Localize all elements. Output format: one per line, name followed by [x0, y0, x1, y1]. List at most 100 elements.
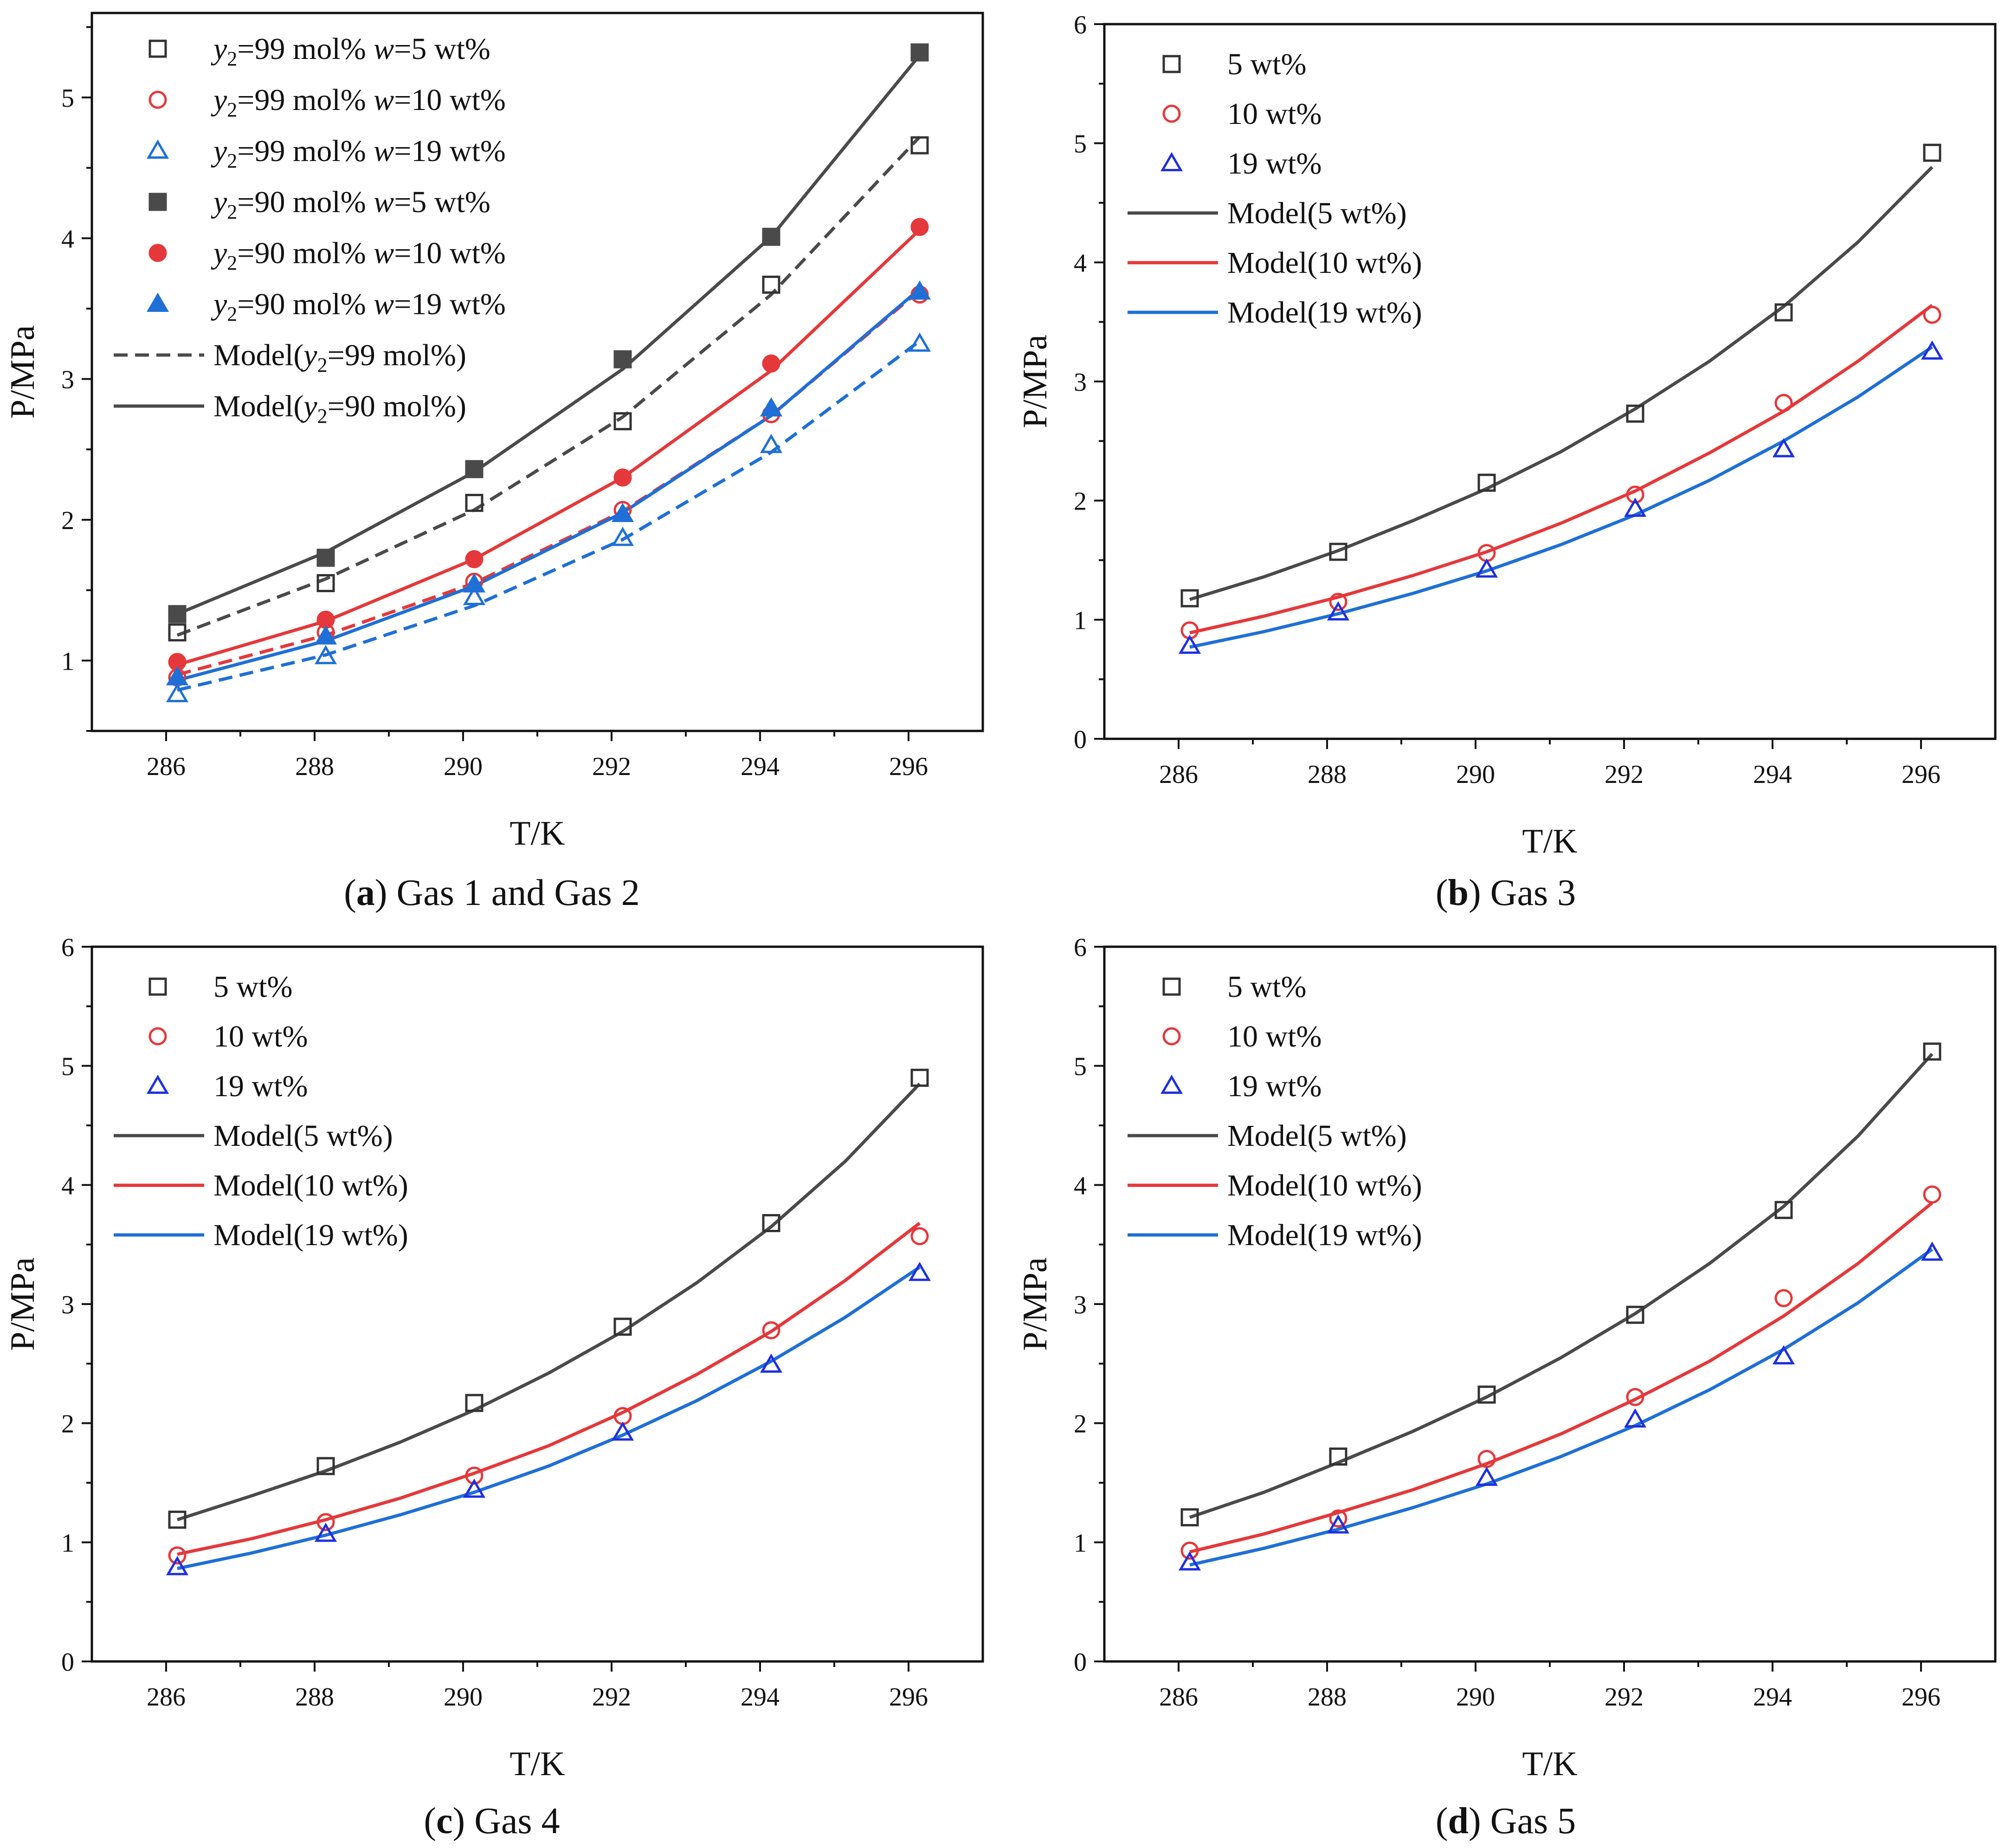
x-tick-label: 288	[295, 1683, 334, 1712]
legend-label: Model(y2=99 mol%)	[213, 338, 466, 376]
series-line	[177, 1266, 921, 1570]
caption-a-letter: a	[356, 872, 375, 913]
legend-label: 5 wt%	[213, 970, 292, 1004]
series-line	[1189, 345, 1933, 649]
y-tick-label: 3	[1074, 1291, 1087, 1319]
data-point	[1327, 601, 1350, 620]
caption-d-text: Gas 5	[1481, 1801, 1576, 1842]
data-point	[760, 433, 783, 453]
x-tick-label: 296	[1902, 1683, 1941, 1712]
data-point	[1477, 473, 1496, 492]
chart-panel-d: 286 288 290 292 294 296 0 1 2 3 4 5 6 T/K P/MPa 5 wt% 10…	[1016, 933, 1997, 1783]
data-point	[613, 468, 632, 487]
data-point	[762, 1321, 780, 1339]
y-tick-label: 4	[1074, 249, 1087, 278]
data-point	[316, 1513, 335, 1531]
plot-frame	[1103, 23, 1997, 740]
caption-a-text: Gas 1 and Gas 2	[387, 872, 639, 913]
y-tick-label: 1	[1074, 606, 1087, 635]
data-point	[1329, 543, 1347, 561]
legend-label: Model(5 wt%)	[1227, 196, 1407, 230]
y-tick-label: 6	[1074, 933, 1087, 962]
x-tick-label: 288	[1308, 760, 1347, 789]
data-point	[1624, 1408, 1647, 1428]
legend-label: Model(10 wt%)	[1227, 1169, 1422, 1202]
data-point	[1774, 394, 1793, 412]
y-axis-label: P/MPa	[1016, 335, 1054, 428]
caption-b: (b) Gas 3	[1436, 872, 1576, 913]
legend-label: 10 wt%	[1227, 1020, 1322, 1053]
data-point	[611, 503, 634, 522]
x-tick-label: 286	[147, 1683, 186, 1712]
data-point	[760, 397, 783, 417]
x-tick-label: 292	[592, 1683, 631, 1712]
y-tick-label: 5	[61, 1053, 74, 1081]
legend-label: Model(10 wt%)	[1227, 246, 1422, 280]
legend-marker	[148, 90, 167, 109]
chart-panel-b: 286 288 290 292 294 296 0 1 2 3 4 5 6 T/K P/MPa 5 wt% 10…	[1016, 11, 1997, 860]
series-line	[176, 1082, 921, 1521]
legend-label: y2=90 mol% w=19 wt%	[211, 287, 506, 325]
data-point	[316, 574, 335, 592]
x-tick-label: 290	[1456, 1683, 1495, 1712]
legend-marker	[1162, 1027, 1181, 1046]
x-tick-label: 296	[889, 1683, 928, 1712]
data-point	[168, 605, 187, 623]
y-tick-label: 2	[61, 1410, 74, 1439]
data-point	[613, 412, 632, 431]
caption-b-text: Gas 3	[1481, 872, 1576, 913]
data-point	[762, 275, 780, 294]
x-tick-label: 296	[1902, 760, 1941, 789]
y-tick-label: 0	[1074, 725, 1087, 754]
data-point	[1624, 498, 1647, 517]
y-tick-label: 5	[1074, 1053, 1087, 1081]
x-tick-label: 288	[295, 752, 334, 781]
legend-marker	[1162, 104, 1181, 123]
legend-marker	[146, 139, 169, 159]
y-tick-label: 5	[61, 84, 74, 113]
series-line	[1189, 1053, 1934, 1519]
data-point	[762, 354, 780, 373]
data-point	[314, 1523, 337, 1542]
y-tick-label: 2	[1074, 1410, 1087, 1439]
y-tick-label: 4	[1074, 1171, 1087, 1200]
series-line	[177, 287, 921, 682]
y-tick-label: 0	[1074, 1648, 1087, 1677]
legend-label: Model(5 wt%)	[1227, 1119, 1407, 1153]
y-axis-label: P/MPa	[4, 1257, 42, 1351]
series-line	[176, 136, 921, 637]
data-point	[166, 1556, 189, 1576]
data-point	[1774, 1289, 1793, 1307]
x-axis-label: T/K	[509, 814, 565, 853]
data-point	[166, 683, 189, 703]
legend-marker	[148, 39, 167, 58]
legend-label: y2=90 mol% w=10 wt%	[211, 236, 506, 274]
x-tick-label: 292	[592, 752, 631, 781]
data-point	[1327, 1514, 1350, 1534]
y-axis-label: P/MPa	[1016, 1257, 1054, 1351]
plot-frame	[90, 945, 984, 1663]
legend-marker	[146, 292, 169, 312]
x-tick-label: 286	[147, 752, 186, 781]
data-point	[1329, 593, 1347, 611]
data-point	[910, 218, 929, 236]
caption-b-letter: b	[1448, 872, 1469, 913]
caption-c-letter: c	[436, 1801, 453, 1842]
y-tick-label: 6	[1074, 11, 1087, 39]
data-point	[910, 43, 929, 62]
data-point	[465, 1394, 484, 1412]
data-point	[1329, 1509, 1347, 1528]
series-line	[177, 228, 921, 666]
y-tick-label: 4	[61, 225, 74, 253]
legend-label: y2=99 mol% w=10 wt%	[211, 83, 506, 121]
data-point	[1626, 485, 1644, 504]
y-tick-label: 3	[61, 1291, 74, 1319]
series-line	[176, 54, 921, 616]
y-tick-label: 2	[1074, 487, 1087, 516]
legend-label: y2=99 mol% w=5 wt%	[211, 32, 490, 70]
data-point	[1923, 1042, 1941, 1061]
data-point	[1774, 303, 1793, 322]
data-point	[168, 623, 187, 642]
data-point	[314, 625, 337, 645]
x-tick-label: 294	[1753, 760, 1792, 789]
